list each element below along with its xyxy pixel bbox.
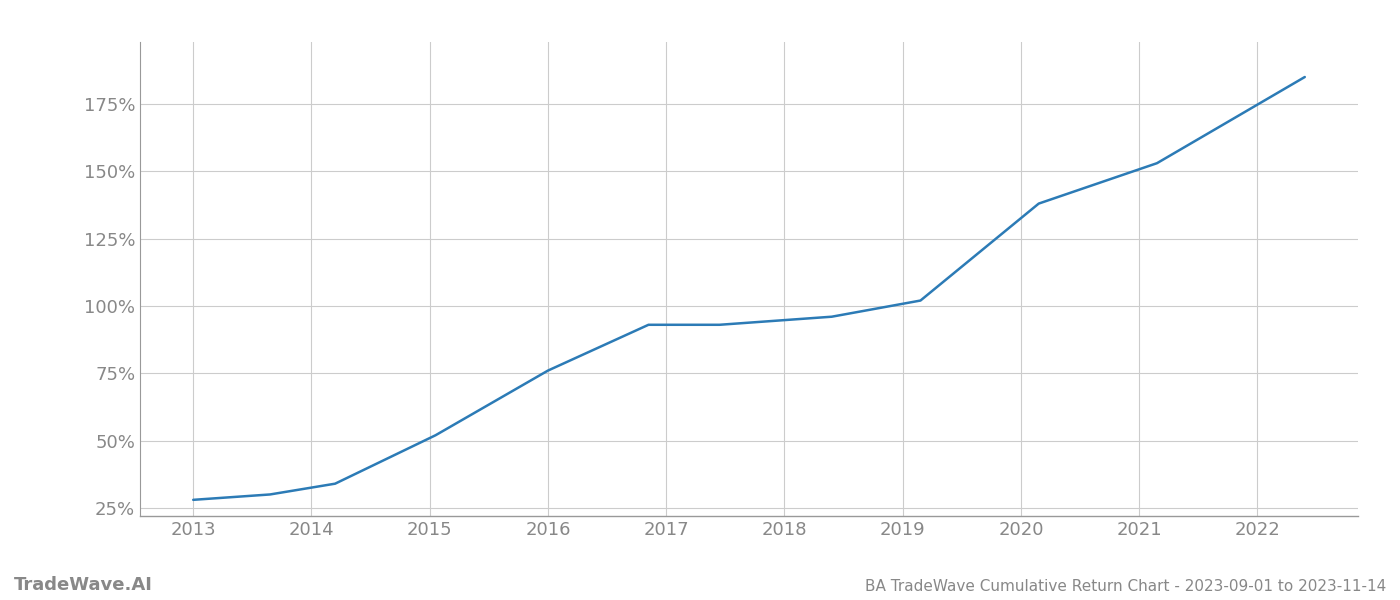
Text: TradeWave.AI: TradeWave.AI <box>14 576 153 594</box>
Text: BA TradeWave Cumulative Return Chart - 2023-09-01 to 2023-11-14: BA TradeWave Cumulative Return Chart - 2… <box>865 579 1386 594</box>
